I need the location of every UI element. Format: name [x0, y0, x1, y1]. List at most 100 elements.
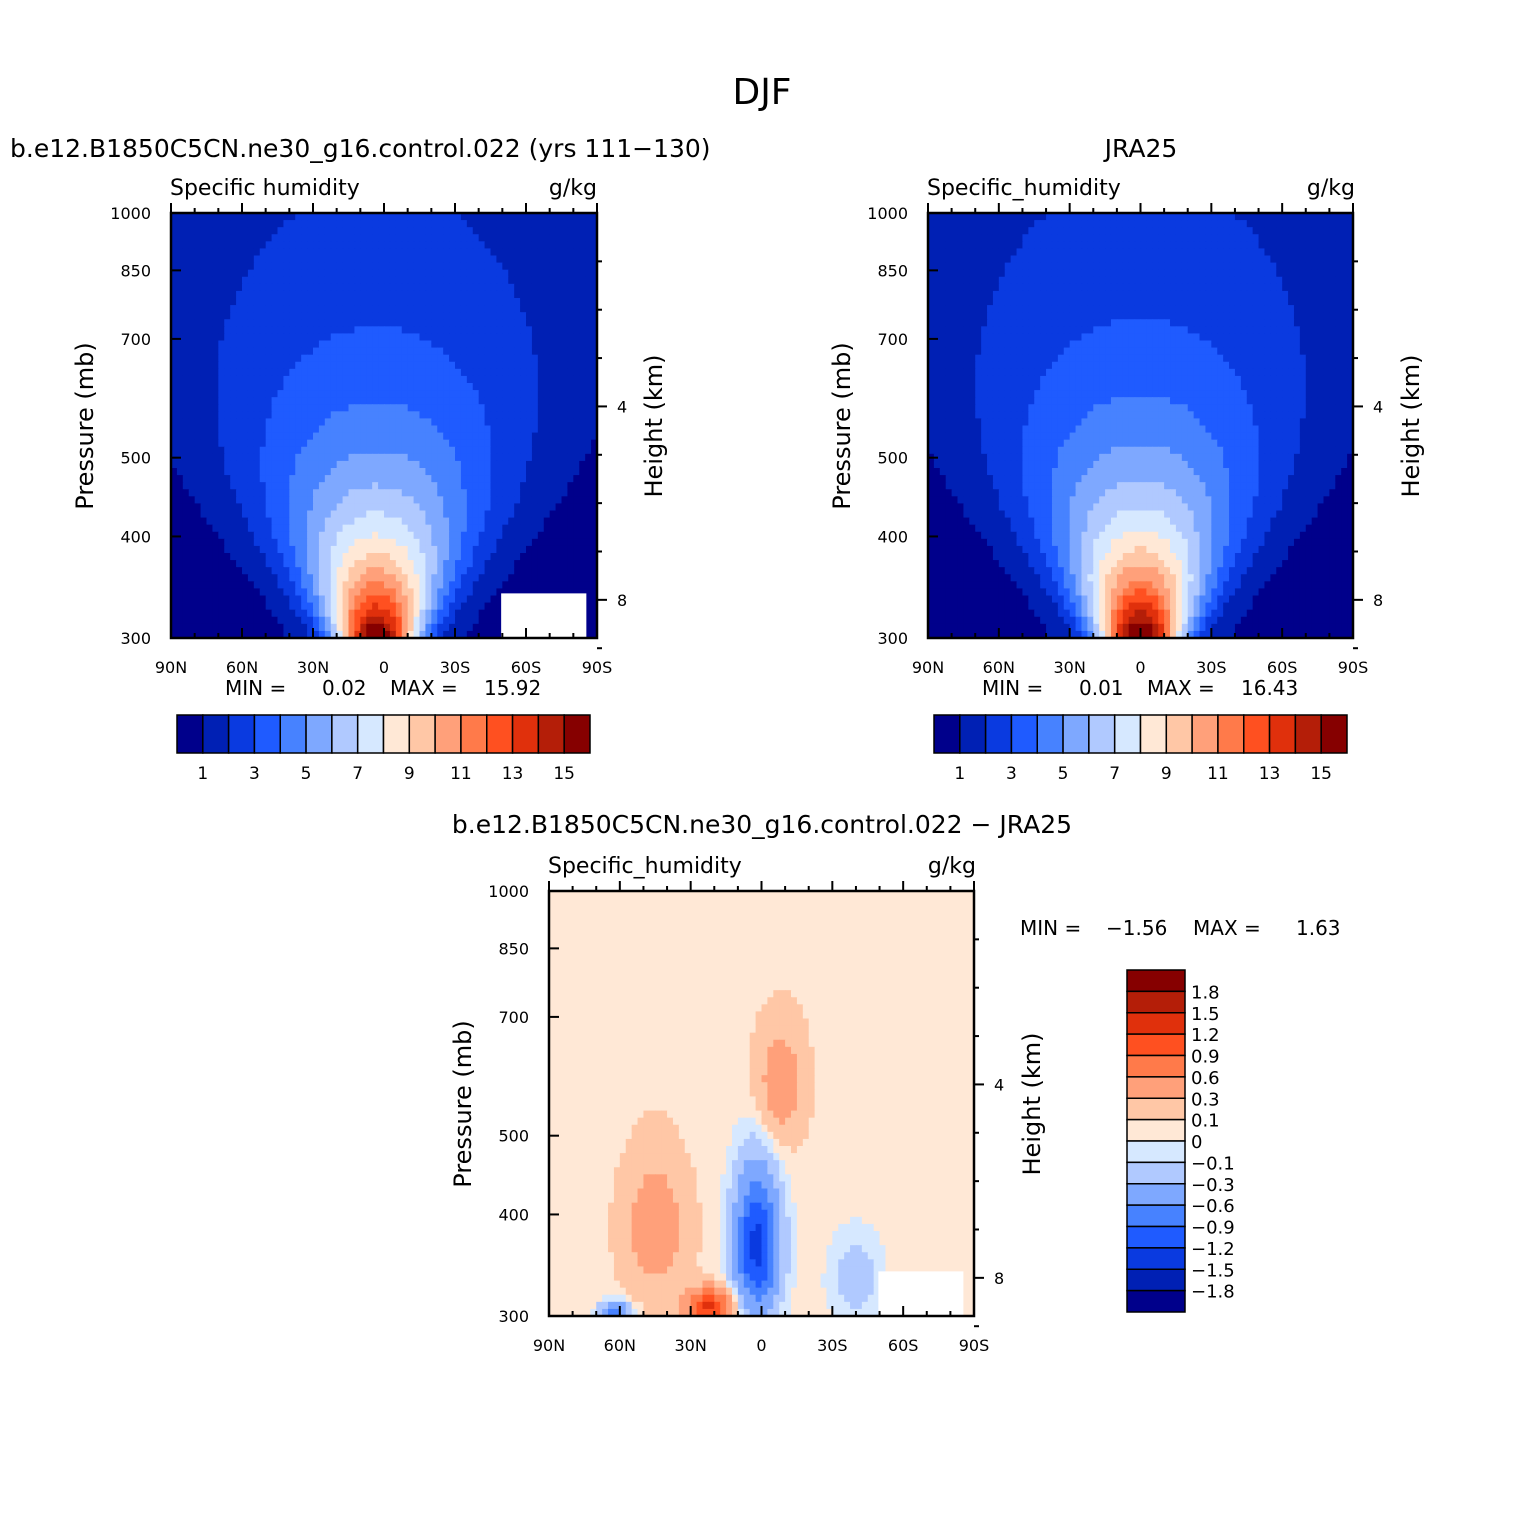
contour-cell	[449, 475, 456, 483]
contour-cell	[188, 241, 196, 250]
contour-cell	[395, 503, 403, 512]
contour-cell	[437, 368, 444, 377]
contour-cell	[171, 581, 178, 590]
contour-cell	[443, 262, 450, 271]
contour-cell	[253, 319, 261, 327]
contour-cell	[336, 446, 344, 455]
contour-cell	[455, 453, 462, 462]
contour-cell	[1293, 248, 1301, 257]
contour-cell	[1329, 213, 1336, 221]
contour-cell	[253, 510, 261, 519]
contour-cell	[1335, 220, 1342, 228]
contour-cell	[472, 446, 480, 455]
contour-cell	[313, 623, 320, 632]
contour-cell	[419, 609, 427, 618]
contour-cell	[1240, 213, 1248, 221]
contour-cell	[951, 234, 959, 242]
contour-cell	[301, 609, 308, 618]
contour-cell	[200, 283, 208, 292]
contour-cell	[384, 213, 391, 221]
contour-cell	[188, 482, 196, 490]
contour-cell	[425, 241, 432, 250]
contour-cell	[466, 545, 474, 554]
contour-cell	[295, 290, 302, 299]
contour-cell	[526, 418, 533, 427]
contour-cell	[537, 425, 545, 434]
contour-cell	[318, 347, 326, 356]
contour-cell	[963, 213, 970, 221]
contour-cell	[419, 545, 427, 554]
contour-cell	[425, 623, 432, 632]
contour-cell	[520, 439, 527, 448]
colorbar-swatch	[434, 714, 462, 754]
contour-cell	[1282, 241, 1289, 250]
contour-cell	[212, 446, 219, 455]
contour-cell	[289, 616, 296, 625]
contour-cell	[206, 524, 214, 533]
contour-cell	[283, 220, 290, 228]
contour-cell	[1299, 255, 1307, 264]
contour-cell	[200, 630, 208, 639]
contour-cell	[360, 496, 367, 505]
contour-cell	[455, 390, 462, 398]
contour-cell	[549, 425, 557, 434]
contour-cell	[330, 368, 338, 377]
contour-cell	[585, 496, 592, 505]
contour-cell	[413, 220, 421, 228]
contour-cell	[567, 354, 574, 363]
contour-cell	[342, 425, 350, 434]
contour-cell	[1152, 241, 1159, 250]
contour-cell	[230, 213, 237, 221]
contour-cell	[330, 425, 338, 434]
contour-cell	[490, 375, 498, 384]
contour-cell	[555, 475, 563, 483]
contour-cell	[520, 290, 527, 299]
contour-cell	[520, 220, 527, 228]
contour-cell	[271, 524, 279, 533]
contour-cell	[176, 234, 184, 242]
contour-cell	[307, 623, 314, 632]
contour-cell	[543, 560, 551, 568]
contour-cell	[1181, 227, 1189, 235]
contour-cell	[171, 227, 178, 235]
contour-cell	[407, 503, 415, 512]
contour-cell	[939, 220, 947, 228]
contour-cell	[259, 262, 267, 271]
contour-cell	[259, 340, 267, 349]
contour-cell	[384, 227, 391, 235]
contour-cell	[330, 609, 338, 618]
contour-cell	[419, 482, 427, 490]
contour-cell	[395, 404, 403, 412]
contour-cell	[348, 326, 356, 335]
contour-cell	[1004, 227, 1012, 235]
contour-cell	[1152, 262, 1159, 271]
contour-cell	[230, 241, 237, 250]
contour-cell	[194, 482, 202, 490]
contour-cell	[230, 453, 237, 462]
contour-cell	[295, 517, 302, 526]
contour-cell	[200, 397, 208, 405]
contour-cell	[372, 340, 379, 349]
contour-cell	[478, 432, 486, 441]
contour-cell	[218, 305, 225, 313]
contour-cell	[1341, 241, 1348, 250]
contour-cell	[324, 510, 332, 519]
contour-cell	[591, 213, 598, 221]
contour-cell	[1335, 255, 1342, 264]
contour-cell	[1270, 227, 1277, 235]
contour-cell	[401, 312, 409, 320]
contour-cell	[307, 531, 314, 540]
contour-cell	[579, 574, 586, 582]
contour-cell	[561, 340, 569, 349]
contour-cell	[212, 368, 219, 377]
contour-cell	[236, 609, 243, 618]
contour-cell	[549, 354, 557, 363]
contour-cell	[526, 361, 533, 370]
contour-cell	[1299, 227, 1307, 235]
contour-cell	[531, 453, 539, 462]
contour-cell	[372, 468, 379, 476]
contour-cell	[591, 390, 598, 398]
contour-cell	[188, 510, 196, 519]
contour-cell	[998, 234, 1006, 242]
contour-cell	[378, 602, 385, 611]
